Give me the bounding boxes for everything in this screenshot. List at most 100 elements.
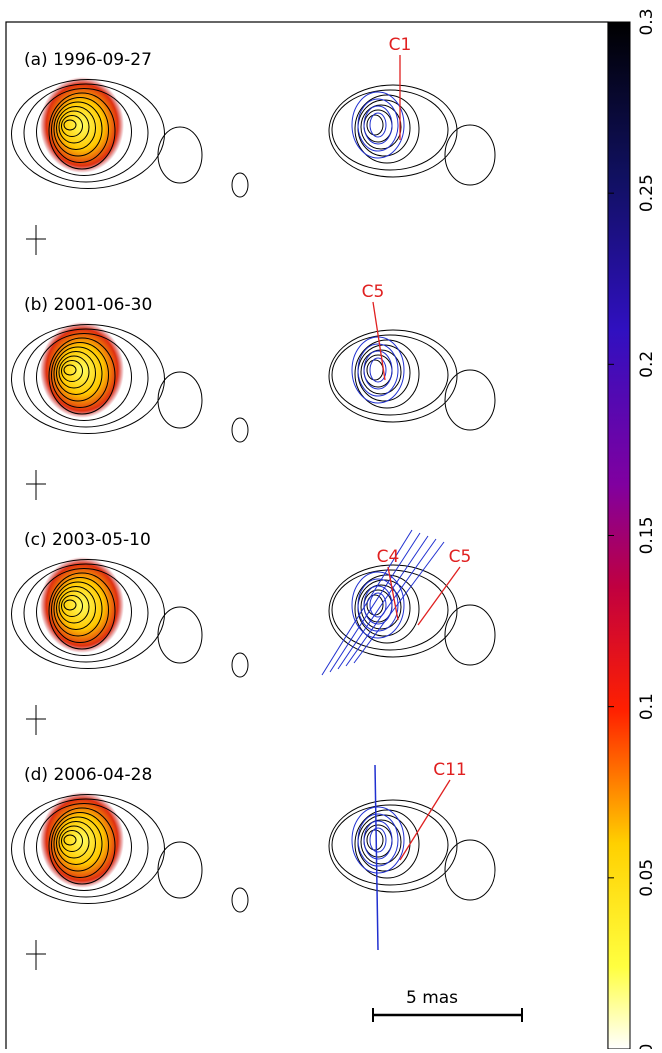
contour [48,572,116,650]
component-pointer [387,566,399,621]
contour [53,581,103,637]
contour [366,829,384,851]
component-pointer [372,301,386,381]
contour [444,604,496,666]
component-label: C11 [433,760,467,780]
contour [51,812,109,878]
contour [36,568,132,656]
contour [48,92,116,170]
contour [354,94,420,164]
contour [51,577,109,643]
contour [51,97,109,163]
beam-marker [26,705,46,735]
polarization-contour [351,571,405,639]
contour [23,83,149,183]
contour [11,559,165,669]
contour [157,841,203,899]
component-label: C4 [377,547,400,567]
contour [36,333,132,421]
contour [157,606,203,664]
contour [56,586,96,630]
contour [23,328,149,428]
contour [360,104,402,150]
contour [360,584,402,630]
contour [23,563,149,663]
contour [61,830,83,852]
polarization-contour [357,98,399,152]
contour [331,89,449,171]
polarization-contour [363,105,393,145]
contour [231,172,249,198]
contour [366,114,384,136]
polarization-contour [351,336,405,404]
contour [328,329,458,423]
contour [51,342,109,408]
contour [357,814,411,872]
evpa-vector [337,535,429,670]
contour [23,798,149,898]
contour [354,574,420,644]
colorbar-tick-label: 0.1 [637,693,657,720]
polarization-contour [363,585,393,625]
polarization-contour [369,827,387,853]
colorbar-tick-label: 0 [637,1044,657,1049]
contour [58,590,90,624]
colorbar-tick-label: 0.2 [637,351,657,378]
contour [157,126,203,184]
contour [231,652,249,678]
evpa-vector [329,532,421,673]
contour [61,595,83,617]
evpa-vector [374,764,379,951]
colorbar-tick-label: 0.15 [637,517,657,555]
contour [360,819,402,865]
contour [328,799,458,893]
contour [53,816,103,872]
polarization-contour [369,112,387,138]
component-label: C1 [389,35,412,55]
contour [328,564,458,658]
beam-marker [26,940,46,970]
contour [157,371,203,429]
component-pointer [417,566,461,626]
panel-label: (d) 2006-04-28 [24,765,152,785]
polarization-contour [363,820,393,860]
panel-label: (b) 2001-06-30 [24,295,152,315]
contour [48,807,116,885]
contour [63,364,77,376]
contour [444,369,496,431]
contour [331,334,449,416]
contour [357,99,411,157]
contour [366,359,384,381]
panel-label: (c) 2003-05-10 [24,530,151,550]
colorbar-tick-label: 0.3 [637,8,657,35]
contour [56,351,96,395]
contour [63,599,77,611]
contour [58,355,90,389]
component-pointer [399,779,451,861]
contour [56,821,96,865]
evpa-vector [321,529,413,676]
contour [63,119,77,131]
contour [11,79,165,189]
contour [11,794,165,904]
contour [444,124,496,186]
contour [58,110,90,144]
contour [331,804,449,886]
contour [61,360,83,382]
scale-bar-label: 5 mas [406,988,458,1008]
polarization-contour [369,592,387,618]
contour [11,324,165,434]
contour [58,825,90,859]
contour [331,569,449,651]
contour [354,809,420,879]
beam-marker [26,470,46,500]
polarization-contour [363,350,393,390]
colorbar-tick-label: 0.25 [637,174,657,212]
contour [56,106,96,150]
polarization-contour [357,813,399,867]
polarization-contour [369,357,387,383]
contour [36,803,132,891]
contour [36,88,132,176]
contour [48,337,116,415]
